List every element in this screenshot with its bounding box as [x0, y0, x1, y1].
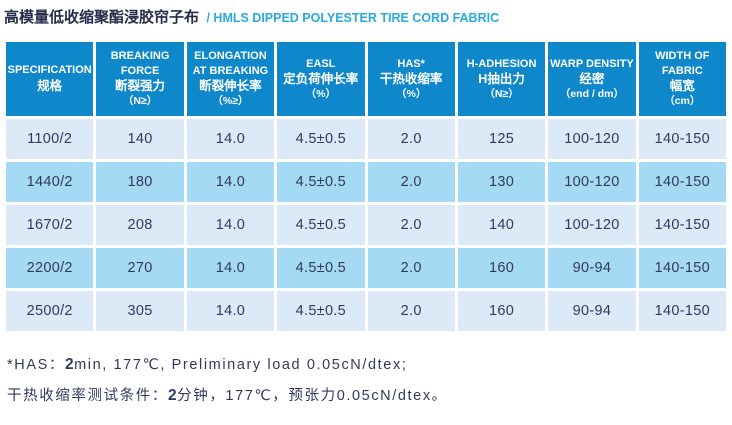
- table-cell: 125: [457, 119, 546, 159]
- header-warp-density: WARP DENSITY 经密 （end / dm）: [548, 42, 636, 116]
- header-en-label: EASL: [306, 57, 336, 70]
- table-cell: 2.0: [367, 291, 455, 331]
- table-cell: 140-150: [638, 248, 726, 288]
- table-cell: 90-94: [548, 248, 636, 288]
- table-cell: 140-150: [638, 119, 726, 159]
- header-unit-label: （end / dm）: [559, 87, 625, 100]
- table-cell: 130: [457, 162, 546, 202]
- footnote-bold-value: 2: [168, 387, 178, 404]
- header-zh-label: 断裂伸长率: [199, 79, 262, 94]
- footnote-bold-value: 2: [64, 356, 75, 373]
- table-cell: 2.0: [367, 162, 455, 202]
- header-en-label: H-ADHESION: [466, 57, 537, 70]
- spec-table-header: SPECIFICATION 规格 BREAKING FORCE 断裂强力 （N≥…: [6, 42, 726, 116]
- footnote-rest: 分钟，177℃，预张力0.05cN/dtex。: [177, 388, 448, 404]
- table-cell: 140-150: [638, 291, 726, 331]
- table-row: 1440/2 180 14.0 4.5±0.5 2.0 130 100-120 …: [6, 162, 726, 202]
- table-cell: 140-150: [638, 162, 726, 202]
- header-en-label: SPECIFICATION: [7, 64, 92, 77]
- footnote-has-english: *HAS：2min, 177℃, Preliminary load 0.05cN…: [7, 349, 727, 380]
- header-en-label: BREAKING FORCE: [110, 50, 170, 77]
- table-cell: 14.0: [186, 205, 275, 245]
- header-en-label: WARP DENSITY: [550, 57, 634, 70]
- table-cell: 2.0: [367, 119, 455, 159]
- table-cell: 14.0: [186, 162, 275, 202]
- table-cell: 140: [457, 205, 546, 245]
- table-cell: 4.5±0.5: [277, 119, 365, 159]
- page-title: 高模量低收缩聚酯浸胶帘子布 / HMLS DIPPED POLYESTER TI…: [3, 2, 729, 39]
- table-cell: 2.0: [367, 205, 455, 245]
- table-cell: 140-150: [638, 205, 726, 245]
- spec-table-body: 1100/2 140 14.0 4.5±0.5 2.0 125 100-120 …: [6, 119, 726, 331]
- table-cell: 270: [96, 248, 184, 288]
- table-cell: 208: [96, 205, 184, 245]
- table-cell: 160: [457, 248, 546, 288]
- header-specification: SPECIFICATION 规格: [6, 42, 94, 116]
- footnote-prefix: *HAS：: [7, 357, 65, 373]
- header-unit-label: （%≥）: [212, 94, 249, 107]
- page-title-chinese: 高模量低收缩聚酯浸胶帘子布: [4, 9, 200, 26]
- table-cell: 4.5±0.5: [277, 162, 365, 202]
- table-cell: 90-94: [548, 291, 636, 331]
- spec-table: SPECIFICATION 规格 BREAKING FORCE 断裂强力 （N≥…: [3, 39, 729, 334]
- header-zh-label: H抽出力: [478, 71, 525, 86]
- table-row: 2500/2 305 14.0 4.5±0.5 2.0 160 90-94 14…: [6, 291, 726, 331]
- header-zh-label: 干热收缩率: [379, 71, 443, 86]
- header-zh-label: 经密: [579, 71, 605, 86]
- table-row: 1670/2 208 14.0 4.5±0.5 2.0 140 100-120 …: [6, 205, 726, 245]
- table-cell: 100-120: [548, 119, 636, 159]
- page-title-english: / HMLS DIPPED POLYESTER TIRE CORD FABRIC: [206, 11, 500, 25]
- header-elongation-at-breaking: ELONGATION AT BREAKING 断裂伸长率 （%≥）: [186, 42, 275, 116]
- header-en-label: HAS*: [397, 57, 425, 70]
- table-cell: 14.0: [186, 291, 275, 331]
- table-cell: 14.0: [186, 119, 275, 159]
- header-zh-label: 定负荷伸长率: [283, 71, 359, 86]
- table-cell: 180: [96, 162, 184, 202]
- header-row: SPECIFICATION 规格 BREAKING FORCE 断裂强力 （N≥…: [6, 42, 726, 116]
- page: 高模量低收缩聚酯浸胶帘子布 / HMLS DIPPED POLYESTER TI…: [3, 2, 729, 411]
- footnotes: *HAS：2min, 177℃, Preliminary load 0.05cN…: [3, 334, 729, 411]
- header-unit-label: （%）: [396, 87, 427, 100]
- spec-cell: 2500/2: [6, 291, 94, 331]
- header-h-adhesion: H-ADHESION H抽出力 （N≥）: [457, 42, 546, 116]
- footnote-has-chinese: 干热收缩率测试条件：2分钟，177℃，预张力0.05cN/dtex。: [7, 380, 727, 411]
- spec-cell: 1100/2: [6, 119, 94, 159]
- table-cell: 4.5±0.5: [277, 291, 365, 331]
- spec-cell: 1670/2: [6, 205, 94, 245]
- header-width-of-fabric: WIDTH OF FABRIC 幅宽 （cm）: [638, 42, 726, 116]
- table-row: 1100/2 140 14.0 4.5±0.5 2.0 125 100-120 …: [6, 119, 726, 159]
- table-cell: 160: [457, 291, 546, 331]
- header-has: HAS* 干热收缩率 （%）: [367, 42, 455, 116]
- table-cell: 100-120: [548, 205, 636, 245]
- header-unit-label: （N≥）: [484, 87, 519, 100]
- footnote-rest: min, 177℃, Preliminary load 0.05cN/dtex;: [74, 357, 408, 373]
- table-row: 2200/2 270 14.0 4.5±0.5 2.0 160 90-94 14…: [6, 248, 726, 288]
- header-en-label: WIDTH OF FABRIC: [655, 50, 710, 77]
- header-unit-label: （N≥）: [122, 94, 158, 107]
- header-unit-label: （%）: [305, 87, 336, 100]
- header-zh-label: 幅宽: [669, 79, 695, 94]
- table-cell: 14.0: [186, 248, 275, 288]
- header-breaking-force: BREAKING FORCE 断裂强力 （N≥）: [96, 42, 184, 116]
- table-cell: 4.5±0.5: [277, 248, 365, 288]
- header-unit-label: （cm）: [664, 94, 701, 107]
- header-en-label: ELONGATION AT BREAKING: [192, 50, 269, 77]
- table-cell: 140: [96, 119, 184, 159]
- table-cell: 2.0: [367, 248, 455, 288]
- table-cell: 305: [96, 291, 184, 331]
- header-easl: EASL 定负荷伸长率 （%）: [277, 42, 365, 116]
- table-cell: 4.5±0.5: [277, 205, 365, 245]
- spec-cell: 1440/2: [6, 162, 94, 202]
- spec-cell: 2200/2: [6, 248, 94, 288]
- footnote-prefix: 干热收缩率测试条件：: [7, 388, 168, 404]
- table-cell: 100-120: [548, 162, 636, 202]
- header-zh-label: 断裂强力: [115, 79, 166, 94]
- header-zh-label: 规格: [37, 78, 63, 93]
